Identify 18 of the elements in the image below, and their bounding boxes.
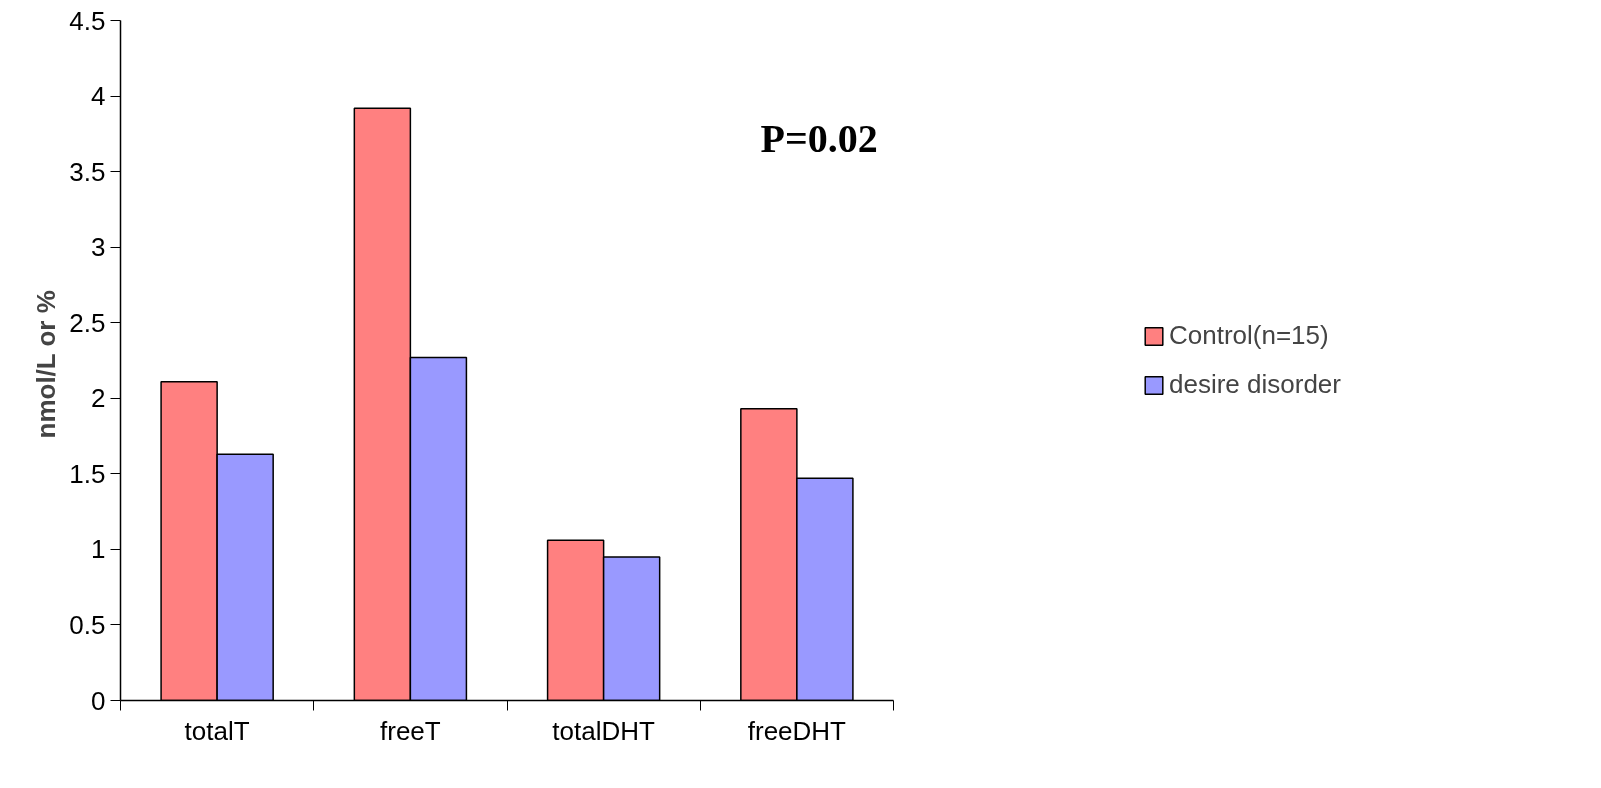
y-axis-title: nmol/L or % <box>31 290 62 439</box>
y-tick-label: 3.5 <box>69 156 106 187</box>
y-tick-label: 1.5 <box>69 458 106 489</box>
y-tick-label: 4 <box>91 81 106 112</box>
y-tick-label: 3 <box>91 232 106 263</box>
x-tick-label: freeT <box>380 715 441 746</box>
y-tick-label: 2.5 <box>69 307 106 338</box>
legend-label: desire disorder <box>1169 369 1341 400</box>
y-tick-label: 4.5 <box>69 5 106 36</box>
y-tick-label: 1 <box>91 534 106 565</box>
x-tick-label: totalDHT <box>552 715 656 746</box>
y-tick-label: 2 <box>91 383 106 414</box>
annotation: P=0.02 <box>760 115 878 161</box>
x-tick-label: totalT <box>184 715 250 746</box>
legend-label: Control(n=15) <box>1169 320 1329 351</box>
y-tick-label: 0.5 <box>69 609 106 640</box>
y-tick-label: 0 <box>91 685 106 716</box>
x-tick-label: freeDHT <box>747 715 847 746</box>
